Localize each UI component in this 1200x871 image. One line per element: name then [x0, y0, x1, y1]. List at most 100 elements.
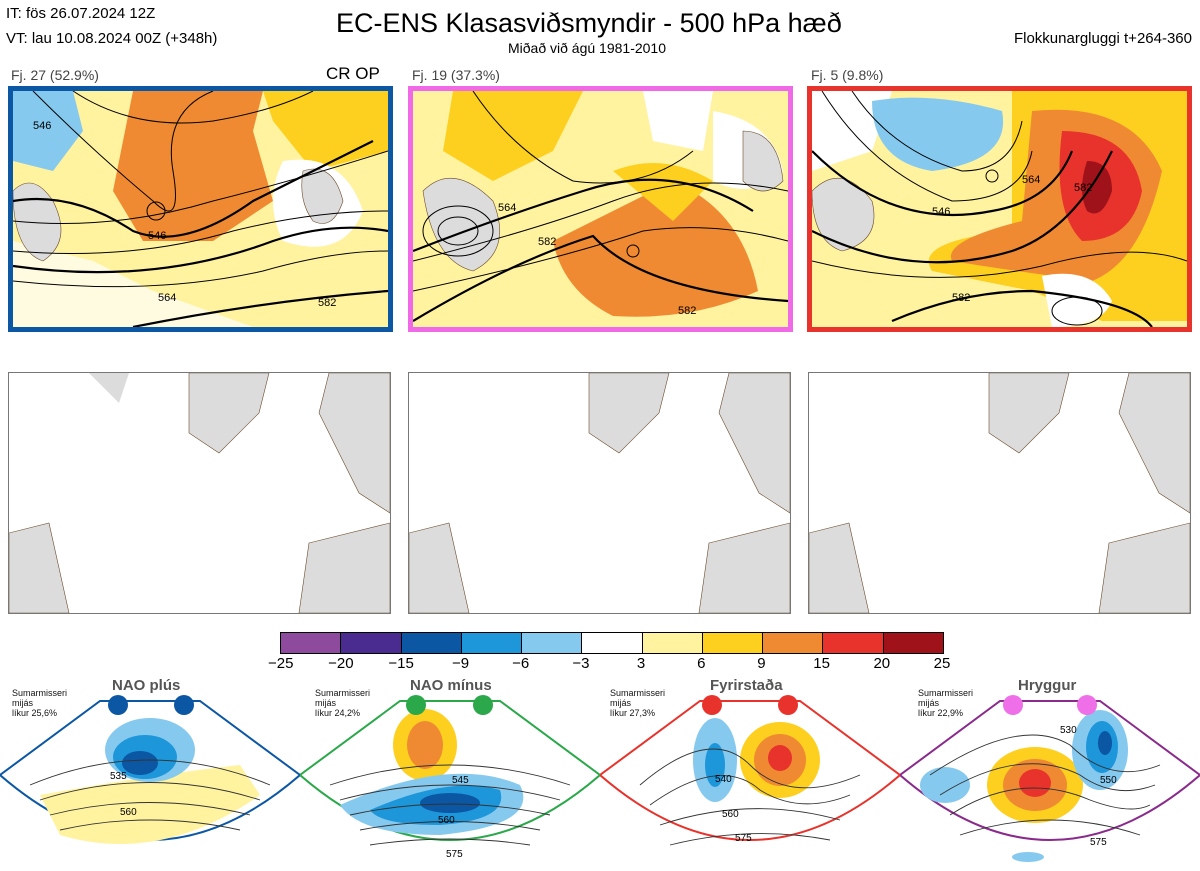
- empty-map-2-svg: [409, 373, 790, 613]
- land-america: [409, 522, 470, 613]
- positive-anomaly: [1019, 769, 1051, 797]
- positive-anomaly: [263, 91, 388, 171]
- regime-nao-minus: NAO mínus Sumarmisseri mijás líkur 24,2%…: [300, 675, 600, 871]
- contour-label: 546: [148, 230, 166, 242]
- empty-map-2: [408, 372, 791, 614]
- contour-line: [959, 819, 1141, 836]
- contour-label: 582: [318, 297, 336, 309]
- land-scandinavia: [1118, 373, 1190, 514]
- contour-546: [13, 140, 374, 238]
- contour-label: 575: [1090, 837, 1107, 848]
- regime-dot: [702, 695, 722, 715]
- regime-likelihood: Sumarmisseri mijás líkur 22,9%: [918, 688, 974, 718]
- contour-label: 545: [452, 775, 469, 786]
- colorbar-tick-label: 25: [933, 655, 951, 672]
- contour-line: [413, 182, 788, 262]
- contour-582: [132, 289, 388, 327]
- colorbar-tick-label: 9: [757, 655, 766, 672]
- contour-line: [13, 150, 388, 224]
- colorbar-swatch: [702, 633, 764, 653]
- regime-name: Hryggur: [1018, 677, 1077, 694]
- contour-line: [32, 91, 214, 212]
- contour-line: [359, 821, 541, 831]
- positive-anomaly: [113, 91, 273, 241]
- contour-label: 582: [678, 305, 696, 317]
- colorbar-swatch: [341, 633, 402, 653]
- cluster-3-plot: 546 564 582 582: [812, 91, 1187, 327]
- contour-label: 535: [110, 771, 127, 782]
- contour-line: [929, 734, 1161, 776]
- neutral-anomaly: [1042, 273, 1112, 327]
- colorbar-tick-label: −6: [512, 655, 530, 672]
- land-scandinavia: [318, 373, 390, 514]
- contour-564: [812, 150, 1113, 264]
- contour-label: 564: [498, 202, 516, 214]
- land-arctic: [89, 373, 129, 403]
- cluster-3-label: Fj. 5 (9.8%): [811, 67, 884, 83]
- contour-line: [349, 803, 551, 816]
- land-greenland: [588, 373, 670, 454]
- contour-label: 582: [952, 292, 970, 304]
- colorbar-tick-label: 20: [873, 655, 891, 672]
- positive-anomaly: [768, 745, 792, 771]
- colorbar-tick-label: 6: [697, 655, 706, 672]
- cluster-1-plot: 546 546 564 582: [13, 91, 388, 327]
- negative-anomaly: [1012, 852, 1044, 862]
- regime-dot: [1003, 695, 1023, 715]
- empty-map-3-svg: [809, 373, 1190, 613]
- regime-ridge: Hryggur Sumarmisseri mijás líkur 22,9% 5…: [900, 675, 1200, 871]
- colorbar-swatch: [401, 633, 462, 653]
- regime-dot: [1077, 695, 1097, 715]
- regime-ridge-plot: 530 550 575: [900, 695, 1200, 862]
- land-europe: [698, 522, 790, 613]
- empty-map-3: [808, 372, 1191, 614]
- regime-dot: [108, 695, 128, 715]
- contour-high: [626, 244, 640, 258]
- chart-title: EC-ENS Klasasviðsmyndir - 500 hPa hæð: [336, 8, 842, 38]
- regime-likelihood: Sumarmisseri mijás líkur 27,3%: [610, 688, 666, 718]
- land-america: [809, 522, 870, 613]
- cluster-1-tag: CR OP: [326, 64, 380, 83]
- contour-line: [49, 802, 251, 816]
- colorbar-tick-label: 15: [813, 655, 830, 672]
- cluster-2-plot: 564 582 582: [413, 91, 788, 327]
- cluster-1-map: 546 546 564 582: [8, 86, 393, 332]
- contour-line: [659, 808, 841, 826]
- land-greenland: [988, 373, 1070, 454]
- colorbar-swatch: [461, 633, 523, 653]
- colorbar-swatch: [823, 633, 884, 653]
- contour-582: [891, 289, 1153, 327]
- contour-label: 530: [1060, 725, 1077, 736]
- contour-label: 575: [735, 833, 752, 844]
- negative-anomaly: [122, 751, 158, 775]
- colorbar: [280, 632, 944, 654]
- negative-anomaly: [1098, 731, 1112, 755]
- colorbar-tick-label: −20: [328, 655, 354, 672]
- contour-564: [13, 226, 388, 274]
- empty-map-1-svg: [9, 373, 390, 613]
- regime-nao-plus-plot: 535 560: [0, 695, 300, 844]
- contour-label: 564: [158, 292, 176, 304]
- negative-anomaly: [920, 767, 970, 803]
- positive-anomaly: [1082, 161, 1112, 214]
- contour-546: [812, 150, 1074, 217]
- contour-564: [413, 178, 754, 253]
- land-greenland: [812, 177, 875, 252]
- land-america: [9, 522, 70, 613]
- colorbar-swatch: [522, 633, 583, 653]
- contour-label: 575: [446, 849, 463, 860]
- regime-dot: [473, 695, 493, 715]
- contour-line: [13, 250, 388, 288]
- regime-name: NAO mínus: [410, 677, 492, 694]
- land-greenland: [188, 373, 270, 454]
- regime-likelihood: Sumarmisseri mijás líkur 25,6%: [12, 688, 68, 718]
- contour-line: [821, 91, 1033, 202]
- cluster-2-label: Fj. 19 (37.3%): [412, 67, 500, 83]
- contour-line: [669, 833, 831, 846]
- regime-dot: [406, 695, 426, 715]
- contour-line: [329, 764, 571, 786]
- contour-label: 560: [438, 815, 455, 826]
- colorbar-swatch: [763, 633, 824, 653]
- positive-anomaly: [553, 181, 758, 317]
- colorbar-tick-label: −9: [451, 655, 470, 672]
